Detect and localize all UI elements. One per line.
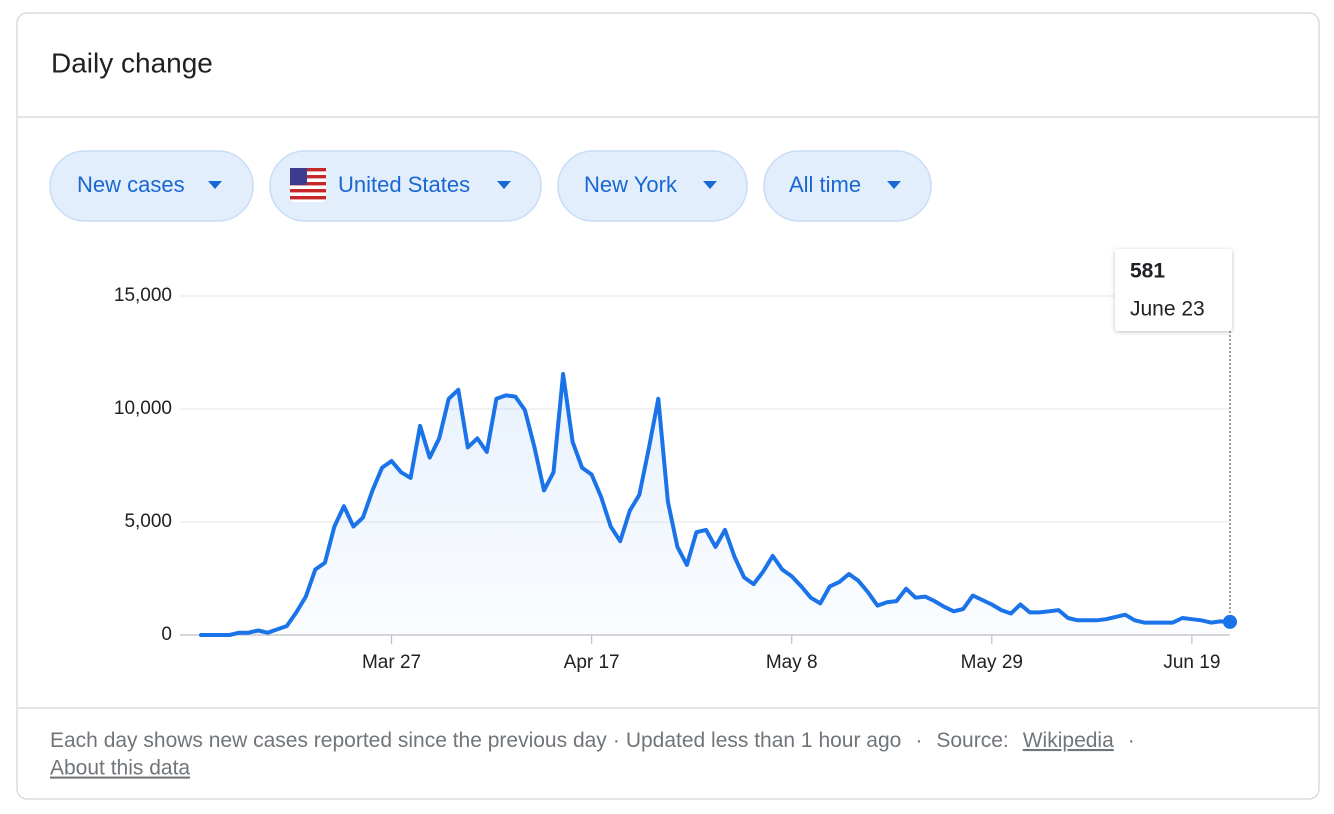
chip-label: New cases (77, 172, 185, 197)
source-link[interactable]: Wikipedia (1023, 729, 1114, 752)
line (199, 372, 1232, 637)
card-title: Daily change (51, 47, 213, 78)
footer-updated: Updated less than 1 hour ago (626, 729, 902, 752)
x-tick-label: May 8 (766, 652, 818, 673)
x-tick-label: Apr 17 (564, 652, 620, 673)
x-tick-label: Mar 27 (362, 652, 421, 673)
separator: · (915, 729, 922, 752)
separator: · (613, 729, 620, 752)
chip-label: United States (338, 172, 470, 197)
x-tick-label: May 29 (961, 652, 1023, 673)
tooltip-box (1115, 249, 1232, 331)
chip[interactable]: All time (763, 150, 932, 222)
chip[interactable]: New cases (49, 150, 254, 222)
y-tick-label: 5,000 (124, 511, 172, 532)
footer-line: Each day shows new cases reported since … (50, 729, 1135, 752)
chip-bg (269, 150, 542, 222)
tooltip-date: June 23 (1130, 298, 1205, 321)
plot: 0 5,000 10,000 15,000 Mar 27 Apr 17 May 8 May 2… (114, 249, 1237, 673)
chip-label: New York (584, 172, 678, 197)
chip-label: All time (789, 172, 861, 197)
about-link[interactable]: About this data (50, 757, 190, 780)
dropdown-arrow (887, 181, 901, 189)
area (201, 374, 1230, 635)
source-label: Source: (936, 729, 1008, 752)
chip-bg (557, 150, 748, 222)
dropdown-arrow (703, 181, 717, 189)
dropdown-arrow (208, 181, 222, 189)
dropdown-arrow (497, 181, 511, 189)
card (16, 12, 1320, 800)
chip-bg (49, 150, 254, 222)
y-tick-label: 10,000 (114, 398, 172, 419)
hover-dot (1223, 614, 1237, 629)
x-tick-label: Jun 19 (1163, 652, 1220, 673)
chip[interactable]: United States (269, 150, 542, 222)
chip[interactable]: New York (557, 150, 748, 222)
tooltip-value: 581 (1130, 260, 1165, 283)
y-tick-label: 0 (161, 624, 172, 645)
separator: · (1128, 729, 1135, 752)
footer-description: Each day shows new cases reported since … (50, 729, 607, 752)
us-flag (290, 168, 326, 202)
chip-bg (763, 150, 932, 222)
tooltip: 581 June 23 (1115, 249, 1232, 331)
y-tick-label: 15,000 (114, 285, 172, 306)
